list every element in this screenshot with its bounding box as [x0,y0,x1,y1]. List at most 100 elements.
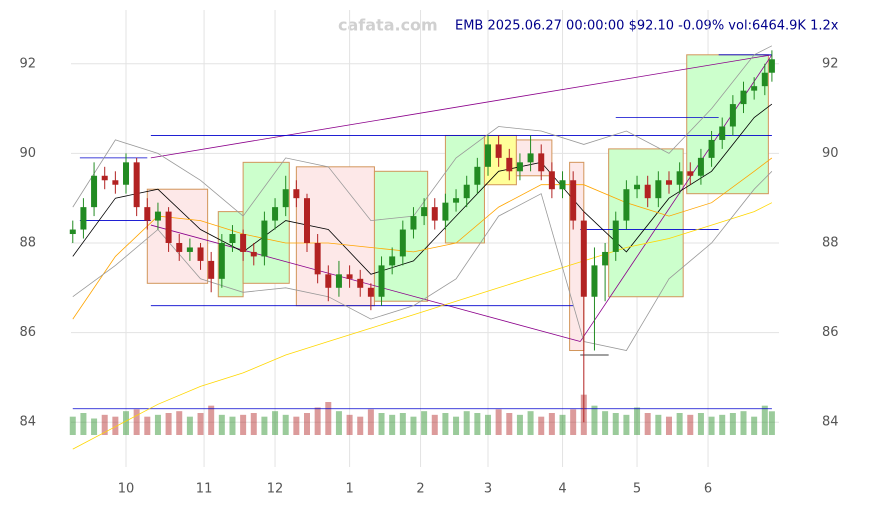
y-tick-label-right: 84 [822,415,839,430]
candle-body [495,144,502,158]
volume-bar [602,411,609,435]
y-tick-label: 86 [19,325,36,340]
volume-bar [293,416,300,435]
volume-bar [591,405,598,435]
volume-bar [559,414,566,435]
candle-body [144,207,151,221]
volume-bar [474,413,481,435]
volume-bar [623,414,630,435]
zone-box [608,148,684,298]
volume-bar [687,414,694,435]
volume-bar [186,416,193,435]
volume-bar [768,411,775,435]
volume-bar [272,411,279,435]
candle-body [687,171,694,176]
volume-bar [112,416,119,435]
candle-body [516,162,523,172]
volume-bar [644,413,651,435]
volume-bar [612,413,619,435]
candle-body [740,90,747,105]
volume-bar [431,414,438,435]
volume-bar [80,413,87,435]
candle-body [719,126,726,140]
volume-bar [144,416,151,435]
candle-body [69,229,76,235]
volume-bar [176,411,183,435]
x-tick-label: 12 [267,482,284,497]
volume-bar [495,409,502,435]
x-tick-label: 5 [633,482,641,497]
volume-bar [708,416,715,435]
y-tick-label: 84 [19,415,36,430]
volume-bar [378,413,385,435]
candle-body [676,171,683,185]
candle-body [218,242,225,279]
candle-body [484,144,491,167]
candle-body [768,59,775,73]
volume-bar [101,414,108,435]
volume-bar [634,407,641,435]
candle-body [431,207,438,221]
volume-bar [165,413,172,435]
candle-body [282,189,289,208]
candle-body [197,247,204,261]
candle-body [751,86,758,91]
volume-bar [516,414,523,435]
volume-bar [91,418,98,435]
candle-body [154,211,161,221]
candle-body [506,157,513,172]
candle-body [261,220,268,257]
candle-body [655,180,662,199]
candle-body [421,207,428,217]
volume-bar [304,413,310,435]
volume-bar [538,416,545,435]
candle-body [186,247,193,252]
candle-body [80,207,87,230]
indicator-line [72,45,773,222]
volume-bar [314,407,321,435]
candle-body [229,234,236,243]
x-tick-label: 6 [704,482,712,497]
indicator-line [72,171,773,351]
candle-body [399,229,406,257]
candle-body [367,287,374,297]
volume-bar [527,411,534,435]
volume-bar [229,416,236,435]
candle-body [527,153,534,163]
candle-body [410,216,417,230]
x-tick-label: 10 [118,482,135,497]
candle-body [729,104,736,127]
x-tick-label: 1 [345,482,353,497]
candle-body [644,184,651,199]
volume-bar [453,416,460,435]
candle-body [559,180,566,190]
volume-bar [399,413,406,435]
candle-body [474,166,481,185]
volume-bar [367,409,374,435]
volume-bar [325,402,332,435]
volume-bar [506,413,513,435]
volume-bar [655,414,662,435]
volume-bar [335,411,342,435]
volume-bar [548,413,555,435]
zone-box [146,188,209,284]
volume-bar [484,414,491,435]
candle-body [133,162,140,208]
candle-body [176,242,183,252]
volume-bar [719,414,726,435]
volume-bar [729,413,736,435]
volume-bar [261,416,268,435]
candle-body [101,175,108,181]
candle-body [548,171,555,190]
candle-body [123,162,130,185]
volume-bar [208,405,215,435]
volume-bar [346,414,353,435]
y-tick-label-right: 88 [822,235,839,250]
volume-bar [69,416,76,435]
y-tick-label-right: 86 [822,325,839,340]
volume-bar [676,413,683,435]
y-tick-label-right: 92 [822,56,839,71]
candle-body [378,265,385,297]
trend-line [579,54,773,342]
